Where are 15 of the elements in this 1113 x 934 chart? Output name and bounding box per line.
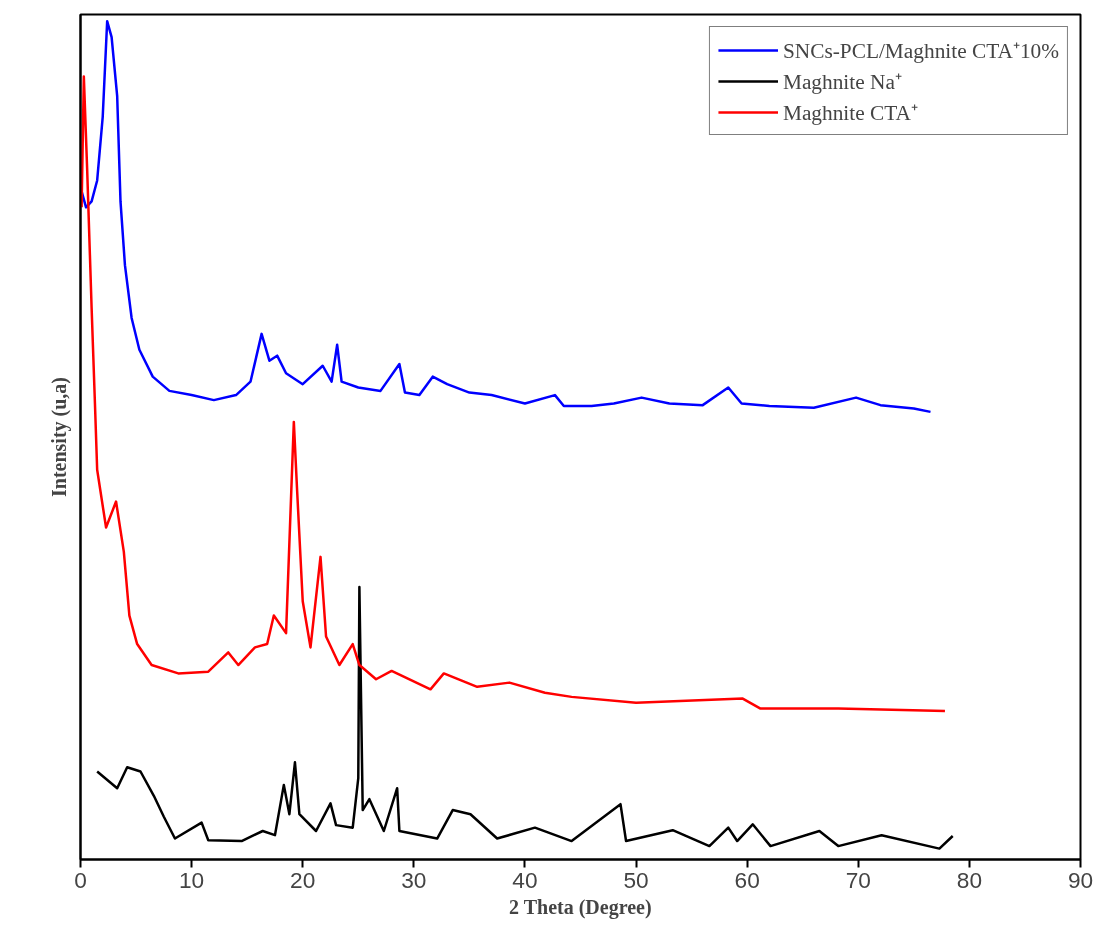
x-tick-label: 0 <box>74 866 87 893</box>
x-tick-label: 60 <box>734 866 760 893</box>
x-tick-label: 90 <box>1067 866 1094 893</box>
x-tick-label: 30 <box>401 866 427 893</box>
legend-label: SNCs-PCL/Maghnite CTA⁺10% <box>782 38 1059 64</box>
x-tick-label: 10 <box>179 866 205 893</box>
y-axis-title: Intensity (u,a) <box>47 376 71 497</box>
x-tick-label: 50 <box>623 866 649 893</box>
legend-label: Maghnite CTA⁺ <box>782 100 918 126</box>
x-tick-label: 20 <box>290 866 316 893</box>
legend-label: Maghnite Na⁺ <box>782 69 902 95</box>
x-axis-title: 2 Theta (Degree) <box>509 895 652 919</box>
x-tick-label: 80 <box>956 866 982 893</box>
x-tick-label: 70 <box>845 866 871 893</box>
x-tick-label: 40 <box>512 866 538 893</box>
